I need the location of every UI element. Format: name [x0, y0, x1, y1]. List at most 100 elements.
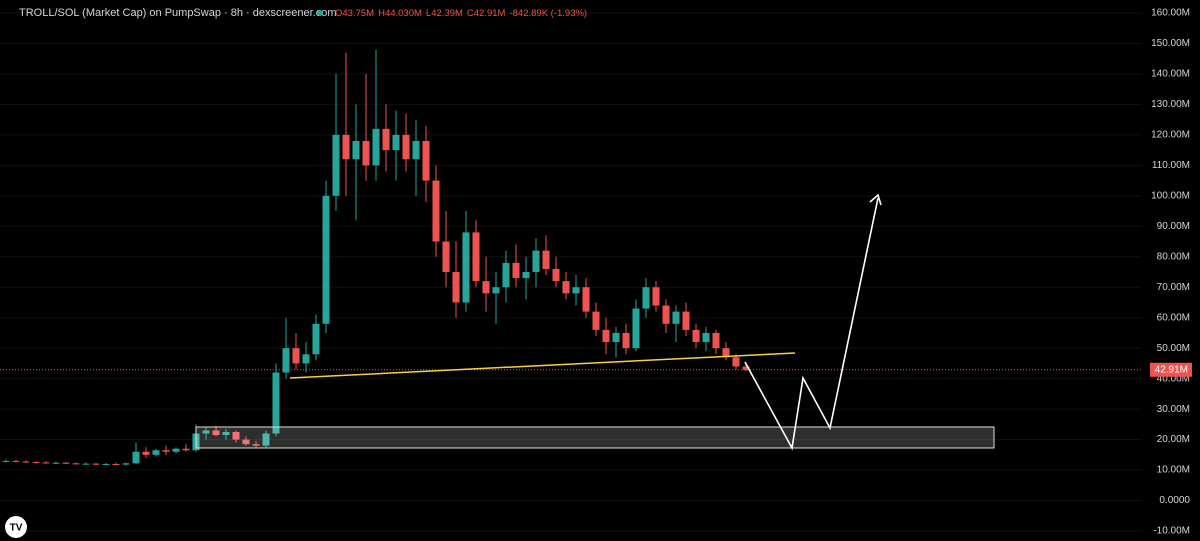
candle-body [622, 332, 630, 349]
y-tick-label: 90.00M [1157, 221, 1190, 232]
arrow-head [869, 193, 882, 206]
ohlc-item: L42.39M [426, 8, 463, 19]
candle-body [202, 430, 210, 434]
candle-body [592, 311, 600, 330]
price-axis [1142, 0, 1200, 541]
candle-body [512, 262, 520, 279]
candle-body [342, 134, 350, 160]
tv-logo-mark: TV [10, 523, 23, 534]
chart-title: TROLL/SOL (Market Cap) on PumpSwap · 8h … [19, 7, 337, 19]
candle-body [142, 451, 150, 455]
candle-body [692, 329, 700, 343]
candle-body [492, 287, 500, 294]
candle-body [22, 461, 30, 463]
candle-body [42, 462, 50, 464]
candle-body [182, 448, 190, 451]
candle-body [122, 463, 130, 465]
ohlc-item: H44.030M [378, 8, 422, 19]
candle-body [642, 287, 650, 309]
candle-body [672, 311, 680, 324]
status-dot [317, 10, 323, 16]
candle-body [632, 308, 640, 349]
candle-body [312, 323, 320, 355]
candle-body [172, 448, 180, 452]
y-tick-label: 100.00M [1151, 190, 1190, 201]
candle-body [282, 348, 290, 373]
projection-path [744, 197, 879, 451]
candle-body [542, 250, 550, 269]
last-price-label: 42.91M [1155, 364, 1188, 375]
candle-body [152, 450, 160, 455]
candle-body [552, 268, 560, 282]
y-tick-label: 120.00M [1151, 130, 1190, 141]
y-tick-label: 0.0000 [1159, 495, 1190, 506]
candle-body [72, 463, 80, 465]
y-tick-label: 140.00M [1151, 69, 1190, 80]
candle-body [562, 281, 570, 294]
y-tick-label: 130.00M [1151, 99, 1190, 110]
y-tick-label: 110.00M [1152, 160, 1190, 171]
candle-body [32, 462, 40, 464]
candle-body [92, 463, 100, 465]
candle-body [132, 451, 140, 464]
candle-body [662, 305, 670, 324]
tv-logo [5, 516, 27, 538]
zone-box [195, 426, 995, 449]
candle-body [242, 439, 250, 445]
candle-body [362, 140, 370, 166]
candle-body [432, 180, 440, 242]
candle-body [112, 463, 120, 465]
y-tick-label: 60.00M [1157, 312, 1190, 323]
candle-body [252, 444, 260, 446]
y-tick-label: 50.00M [1157, 343, 1190, 354]
y-tick-label: -10.00M [1153, 526, 1190, 537]
candle-body [2, 460, 10, 462]
candle-body [162, 450, 170, 452]
candle-body [272, 372, 280, 434]
candle-body [332, 134, 340, 196]
candle-body [302, 354, 310, 364]
candle-body [722, 348, 730, 358]
candle-body [382, 128, 390, 151]
ohlc-item: C42.91M [467, 8, 506, 19]
candle-body [102, 463, 110, 465]
y-tick-label: 40.00M [1157, 373, 1190, 384]
candle-body [532, 250, 540, 272]
ohlc-legend: O43.75M H44.030M L42.39M C42.91M -842.89K (-… [335, 8, 587, 19]
candle-body [452, 272, 460, 303]
last-price-box [1150, 362, 1192, 377]
y-tick-label: 30.00M [1157, 404, 1190, 415]
y-tick-label: 160.00M [1151, 8, 1190, 19]
candle-body [292, 348, 300, 364]
candle-body [482, 281, 490, 294]
candle-body [472, 232, 480, 282]
y-tick-label: 10.00M [1157, 465, 1190, 476]
candle-body [52, 462, 60, 464]
y-tick-label: 80.00M [1157, 251, 1190, 262]
candle-body [462, 232, 470, 303]
candle-body [422, 140, 430, 181]
candle-body [352, 140, 360, 160]
candle-body [502, 262, 510, 288]
ohlc-item: -842.89K (-1.93%) [509, 8, 587, 19]
candle-body [222, 431, 230, 436]
candle-body [82, 463, 90, 465]
ohlc-item: O43.75M [335, 8, 374, 19]
candle-body [392, 134, 400, 151]
candle-body [712, 332, 720, 349]
candle-body [232, 431, 240, 440]
candle-body [442, 241, 450, 272]
candle-body [402, 134, 410, 160]
candle-body [262, 433, 270, 446]
candle-body [602, 329, 610, 343]
y-tick-label: 70.00M [1157, 282, 1190, 293]
candle-body [62, 462, 70, 464]
candle-body [12, 460, 20, 462]
candle-body [652, 287, 660, 306]
y-tick-label: 150.00M [1151, 38, 1190, 49]
candle-body [572, 287, 580, 294]
candle-body [682, 311, 690, 330]
candle-body [372, 128, 380, 166]
candle-body [322, 195, 330, 324]
